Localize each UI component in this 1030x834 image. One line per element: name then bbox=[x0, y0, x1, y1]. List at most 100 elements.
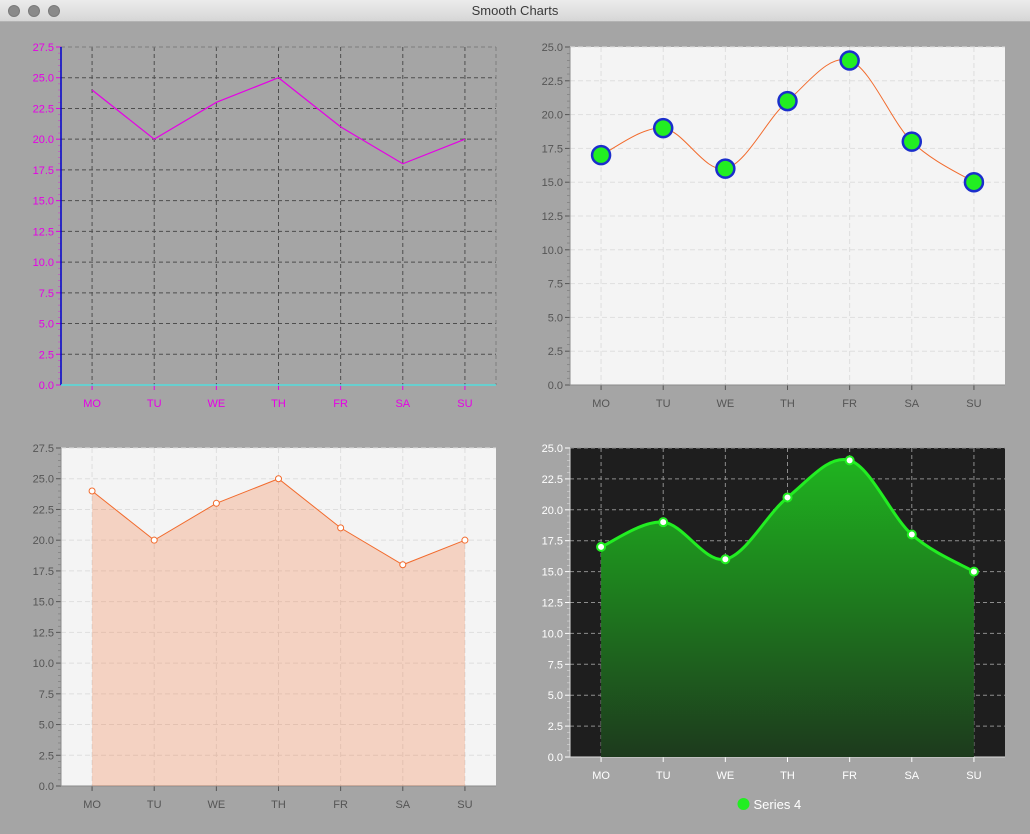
data-point[interactable] bbox=[777, 90, 798, 112]
x-tick-label: SA bbox=[904, 770, 919, 782]
y-tick-label: 2.5 bbox=[39, 349, 54, 361]
title-bar: Smooth Charts bbox=[0, 0, 1030, 22]
data-point[interactable] bbox=[901, 131, 923, 152]
data-point[interactable] bbox=[399, 561, 407, 569]
data-point[interactable] bbox=[968, 566, 979, 577]
x-tick-label: FR bbox=[333, 799, 348, 811]
y-tick-label: 15.0 bbox=[542, 567, 563, 579]
x-tick-label: SA bbox=[395, 799, 410, 811]
x-tick-label: MO bbox=[83, 398, 101, 410]
series-area bbox=[92, 478, 465, 786]
data-point[interactable] bbox=[212, 499, 220, 507]
y-tick-label: 27.5 bbox=[33, 443, 54, 455]
y-tick-label: 2.5 bbox=[548, 346, 563, 358]
series-line bbox=[91, 77, 466, 165]
y-tick-label: 17.5 bbox=[33, 165, 54, 177]
minimize-window-button[interactable] bbox=[28, 5, 40, 17]
y-tick-label: 25.0 bbox=[33, 474, 54, 486]
data-point[interactable] bbox=[715, 158, 736, 179]
chart-4: 0.0 2.5 5.0 7.5 10.0 12.5 15.0 17.5 20.0 22.5 25.0… bbox=[542, 443, 1005, 812]
y-tick-label: 22.5 bbox=[33, 504, 54, 516]
data-point[interactable] bbox=[839, 50, 860, 71]
data-point[interactable] bbox=[461, 536, 469, 544]
x-tick-label: TH bbox=[780, 770, 795, 782]
x-tick-label: FR bbox=[842, 770, 857, 782]
y-tick-label: 20.0 bbox=[542, 110, 563, 122]
y-tick-label: 17.5 bbox=[542, 143, 563, 155]
data-point[interactable] bbox=[963, 171, 985, 193]
x-tick-label: WE bbox=[207, 398, 225, 410]
y-tick-label: 15.0 bbox=[542, 177, 563, 189]
y-tick-label: 7.5 bbox=[548, 279, 563, 291]
x-tick-label: TH bbox=[271, 398, 286, 410]
y-tick-label: 7.5 bbox=[39, 689, 54, 701]
y-tick-label: 27.5 bbox=[33, 42, 54, 54]
x-tick-label: WE bbox=[207, 799, 225, 811]
x-tick-label: MO bbox=[592, 398, 610, 410]
x-tick-label: FR bbox=[842, 398, 857, 410]
close-window-button[interactable] bbox=[8, 5, 20, 17]
y-tick-label: 0.0 bbox=[548, 380, 563, 392]
x-tick-label: MO bbox=[83, 799, 101, 811]
y-tick-label: 25.0 bbox=[33, 73, 54, 85]
y-tick-label: 12.5 bbox=[33, 627, 54, 639]
data-point[interactable] bbox=[337, 524, 345, 532]
y-tick-label: 15.0 bbox=[33, 597, 54, 609]
y-tick-label: 12.5 bbox=[542, 598, 563, 610]
y-tick-label: 12.5 bbox=[33, 226, 54, 238]
chart-3: 0.0 2.5 5.0 7.5 10.0 12.5 15.0 17.5 20.0 22.5 25.0… bbox=[33, 443, 496, 811]
data-point[interactable] bbox=[844, 455, 855, 466]
data-point[interactable] bbox=[88, 487, 96, 495]
y-tick-label: 25.0 bbox=[542, 42, 563, 54]
data-point[interactable] bbox=[596, 541, 607, 552]
y-tick-label: 5.0 bbox=[39, 319, 54, 331]
chart-2: 0.0 2.5 5.0 7.5 10.0 12.5 15.0 17.5 20.0 22.5 25.0… bbox=[542, 42, 1005, 410]
y-tick-label: 20.0 bbox=[33, 535, 54, 547]
y-tick-label: 5.0 bbox=[548, 312, 563, 324]
y-tick-label: 17.5 bbox=[33, 566, 54, 578]
y-tick-label: 22.5 bbox=[542, 76, 563, 88]
x-tick-label: FR bbox=[333, 398, 348, 410]
data-point[interactable] bbox=[150, 536, 158, 544]
y-tick-label: 20.0 bbox=[542, 505, 563, 517]
y-tick-label: 7.5 bbox=[548, 659, 563, 671]
x-tick-label: SU bbox=[457, 398, 472, 410]
x-tick-label: TH bbox=[271, 799, 286, 811]
y-tick-label: 10.0 bbox=[33, 658, 54, 670]
y-tick-label: 10.0 bbox=[542, 628, 563, 640]
zoom-window-button[interactable] bbox=[48, 5, 60, 17]
y-tick-label: 5.0 bbox=[548, 690, 563, 702]
x-tick-label: SU bbox=[457, 799, 472, 811]
y-tick-label: 2.5 bbox=[39, 750, 54, 762]
x-tick-label: TU bbox=[147, 799, 162, 811]
y-tick-label: 20.0 bbox=[33, 134, 54, 146]
y-tick-label: 12.5 bbox=[542, 211, 563, 223]
x-tick-label: WE bbox=[716, 398, 734, 410]
data-point[interactable] bbox=[906, 529, 917, 540]
series-area bbox=[601, 459, 974, 757]
x-tick-label: TU bbox=[656, 770, 671, 782]
legend-marker bbox=[737, 798, 750, 810]
y-tick-label: 7.5 bbox=[39, 288, 54, 300]
data-point[interactable] bbox=[652, 117, 674, 139]
data-point[interactable] bbox=[720, 554, 731, 565]
x-tick-label: TH bbox=[780, 398, 795, 410]
y-tick-label: 5.0 bbox=[39, 720, 54, 732]
y-tick-label: 22.5 bbox=[33, 103, 54, 115]
y-tick-label: 2.5 bbox=[548, 721, 563, 733]
legend-label: Series 4 bbox=[754, 797, 802, 812]
y-tick-label: 17.5 bbox=[542, 536, 563, 548]
x-tick-label: TU bbox=[147, 398, 162, 410]
y-tick-label: 0.0 bbox=[39, 781, 54, 793]
data-point[interactable] bbox=[590, 144, 612, 166]
data-point[interactable] bbox=[275, 475, 282, 483]
chart-1: 0.0 2.5 5.0 7.5 10.0 12.5 15.0 17.5 20.0 22.5 25.0… bbox=[33, 42, 497, 410]
data-point[interactable] bbox=[782, 492, 793, 503]
x-tick-label: SA bbox=[395, 398, 410, 410]
x-tick-label: SU bbox=[966, 398, 981, 410]
y-tick-label: 22.5 bbox=[542, 474, 563, 486]
data-point[interactable] bbox=[658, 517, 669, 528]
y-tick-label: 25.0 bbox=[542, 443, 563, 455]
window-title: Smooth Charts bbox=[471, 3, 559, 18]
